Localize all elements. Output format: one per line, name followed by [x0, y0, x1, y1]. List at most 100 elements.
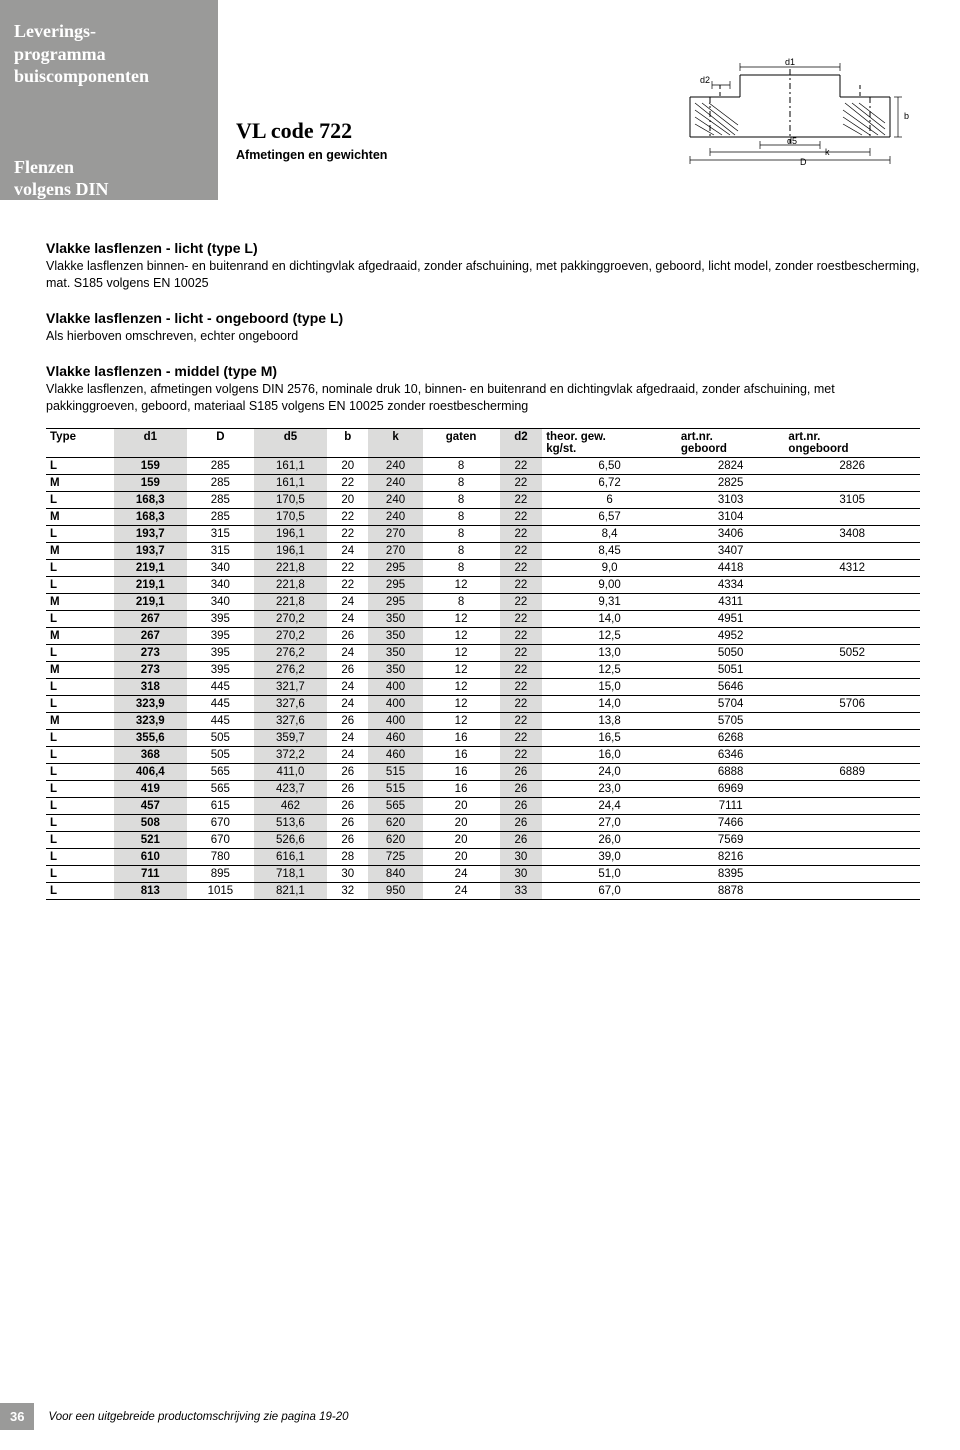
table-cell: 7111 — [677, 798, 785, 815]
table-cell: 7466 — [677, 815, 785, 832]
table-cell: 20 — [423, 849, 500, 866]
table-cell: 5052 — [784, 645, 920, 662]
table-cell — [784, 662, 920, 679]
table-cell: M — [46, 628, 114, 645]
table-cell: 16 — [423, 730, 500, 747]
diagram-label-d1: d1 — [785, 57, 795, 67]
table-cell: 3105 — [784, 492, 920, 509]
sidebar-title-line2: programma — [14, 43, 204, 66]
flange-diagram: d1 d2 d5 k D b — [660, 55, 920, 165]
table-cell: 508 — [114, 815, 187, 832]
table-cell: 411,0 — [254, 764, 327, 781]
table-cell: 20 — [327, 492, 368, 509]
table-cell: 22 — [500, 662, 543, 679]
table-cell: 22 — [500, 645, 543, 662]
table-row: L610780616,128725203039,08216 — [46, 849, 920, 866]
table-cell: 4334 — [677, 577, 785, 594]
table-cell: 219,1 — [114, 594, 187, 611]
table-row: L8131015821,132950243367,08878 — [46, 883, 920, 900]
table-cell: 22 — [500, 560, 543, 577]
table-cell: 22 — [327, 475, 368, 492]
table-cell: 457 — [114, 798, 187, 815]
table-body: L159285161,1202408226,5028242826M1592851… — [46, 458, 920, 900]
table-row: L323,9445327,624400122214,057045706 — [46, 696, 920, 713]
table-cell: 395 — [187, 611, 254, 628]
table-cell: 22 — [500, 713, 543, 730]
table-cell: 240 — [368, 475, 422, 492]
table-cell: 565 — [368, 798, 422, 815]
table-cell: 6346 — [677, 747, 785, 764]
table-cell: 615 — [187, 798, 254, 815]
table-cell — [784, 781, 920, 798]
table-cell: 22 — [327, 509, 368, 526]
table-cell: 12,5 — [542, 628, 677, 645]
sidebar-subtitle-line1: Flenzen — [14, 156, 204, 179]
section-body: Vlakke lasflenzen, afmetingen volgens DI… — [46, 381, 920, 415]
table-cell: M — [46, 713, 114, 730]
table-cell: 2825 — [677, 475, 785, 492]
table-cell: 423,7 — [254, 781, 327, 798]
table-cell: 8,45 — [542, 543, 677, 560]
section-heading: Vlakke lasflenzen - middel (type M) — [46, 363, 920, 379]
table-cell: 12 — [423, 662, 500, 679]
table-row: M168,3285170,5222408226,573104 — [46, 509, 920, 526]
table-cell: 270,2 — [254, 628, 327, 645]
table-cell: 327,6 — [254, 713, 327, 730]
table-cell: 168,3 — [114, 509, 187, 526]
section-body: Vlakke lasflenzen binnen- en buitenrand … — [46, 258, 920, 292]
table-cell — [784, 798, 920, 815]
table-cell: 240 — [368, 492, 422, 509]
table-cell: 840 — [368, 866, 422, 883]
table-cell: 13,8 — [542, 713, 677, 730]
table-cell — [784, 611, 920, 628]
table-cell: 318 — [114, 679, 187, 696]
table-cell: 460 — [368, 730, 422, 747]
table-cell: L — [46, 764, 114, 781]
table-column-header: theor. gew.kg/st. — [542, 429, 677, 458]
table-row: L219,1340221,8222958229,044184312 — [46, 560, 920, 577]
page-subtitle: Afmetingen en gewichten — [236, 148, 387, 162]
table-cell: 22 — [500, 577, 543, 594]
table-cell: 616,1 — [254, 849, 327, 866]
table-cell: 350 — [368, 645, 422, 662]
table-cell: L — [46, 679, 114, 696]
table-column-header: b — [327, 429, 368, 458]
table-cell: 240 — [368, 458, 422, 475]
table-cell: 295 — [368, 560, 422, 577]
table-cell: 26 — [327, 781, 368, 798]
table-cell: 22 — [500, 543, 543, 560]
table-cell: 285 — [187, 492, 254, 509]
diagram-label-k: k — [825, 147, 830, 157]
table-cell: 340 — [187, 577, 254, 594]
table-cell: 610 — [114, 849, 187, 866]
table-cell: 323,9 — [114, 696, 187, 713]
table-cell: 8878 — [677, 883, 785, 900]
table-cell: 6268 — [677, 730, 785, 747]
table-row: L219,1340221,82229512229,004334 — [46, 577, 920, 594]
table-row: L406,4565411,026515162624,068886889 — [46, 764, 920, 781]
table-cell: 14,0 — [542, 696, 677, 713]
table-cell: 273 — [114, 645, 187, 662]
table-cell: 711 — [114, 866, 187, 883]
table-cell: M — [46, 543, 114, 560]
table-cell: 23,0 — [542, 781, 677, 798]
table-cell — [784, 832, 920, 849]
table-cell: 445 — [187, 696, 254, 713]
table-cell: 276,2 — [254, 645, 327, 662]
page-title: VL code 722 — [236, 118, 387, 144]
table-cell: 670 — [187, 815, 254, 832]
table-cell: 193,7 — [114, 526, 187, 543]
table-cell: L — [46, 645, 114, 662]
table-cell: 26 — [327, 832, 368, 849]
table-cell: 419 — [114, 781, 187, 798]
table-cell — [784, 628, 920, 645]
table-cell: 295 — [368, 577, 422, 594]
table-cell: 32 — [327, 883, 368, 900]
table-cell: L — [46, 832, 114, 849]
table-cell: 462 — [254, 798, 327, 815]
section-heading: Vlakke lasflenzen - licht - ongeboord (t… — [46, 310, 920, 326]
table-cell: 270,2 — [254, 611, 327, 628]
table-cell: 350 — [368, 662, 422, 679]
table-column-header: Type — [46, 429, 114, 458]
table-cell: 15,0 — [542, 679, 677, 696]
